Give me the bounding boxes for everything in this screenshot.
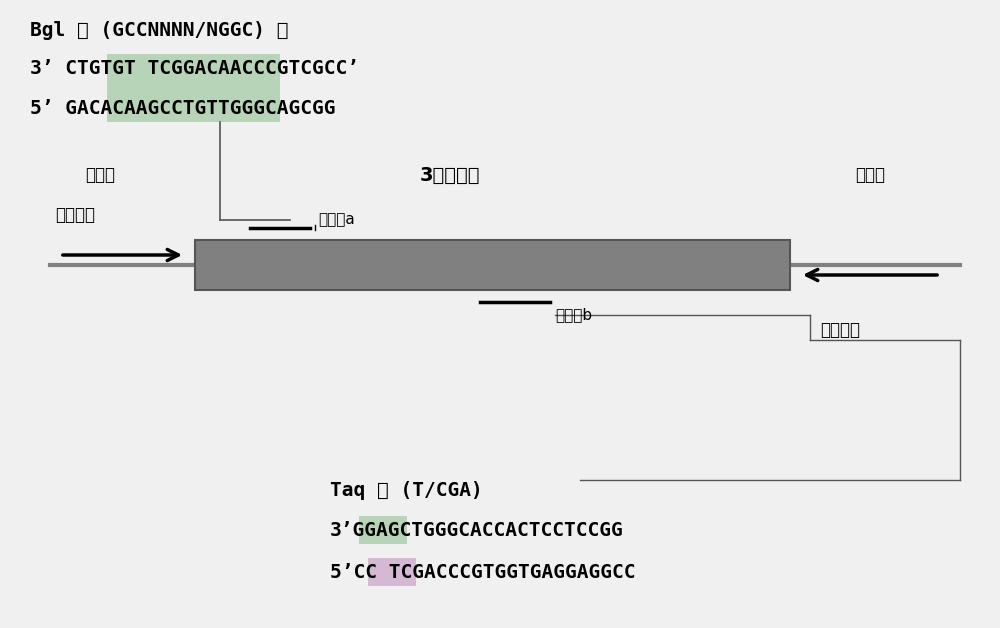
Text: 5’ GACACAAGCCTGTTGGGCAGCGG: 5’ GACACAAGCCTGTTGGGCAGCGG [30,99,336,117]
Text: 5’CC TCGACCCGTGGTGAGGAGGCC: 5’CC TCGACCCGTGGTGAGGAGGCC [330,563,636,582]
Text: 3’ CTGTGT TCGGACAACCCGTCGCC’: 3’ CTGTGT TCGGACAACCCGTCGCC’ [30,58,359,77]
Bar [359,516,407,544]
Text: 靶位点a: 靶位点a [318,212,355,227]
Bar [368,558,416,586]
Text: 上游引物: 上游引物 [55,206,95,224]
Text: Bgl Ⅰ (GCCNNNN/NGGC) Ⅰ: Bgl Ⅰ (GCCNNNN/NGGC) Ⅰ [30,21,288,40]
Text: 下游引物: 下游引物 [820,321,860,339]
Bar [195,240,790,290]
Text: Taq Ⅰ (T/CGA): Taq Ⅰ (T/CGA) [330,480,483,499]
Text: 内含子: 内含子 [855,166,885,184]
Text: 3’GGAGCTGGGCACCACTCCTCCGG: 3’GGAGCTGGGCACCACTCCTCCGG [330,521,624,539]
Bar [107,54,280,122]
Bar [195,240,790,290]
Text: 3号外显子: 3号外显子 [420,166,480,185]
Text: 靶位点b: 靶位点b [555,308,592,323]
Text: 内含子: 内含子 [85,166,115,184]
